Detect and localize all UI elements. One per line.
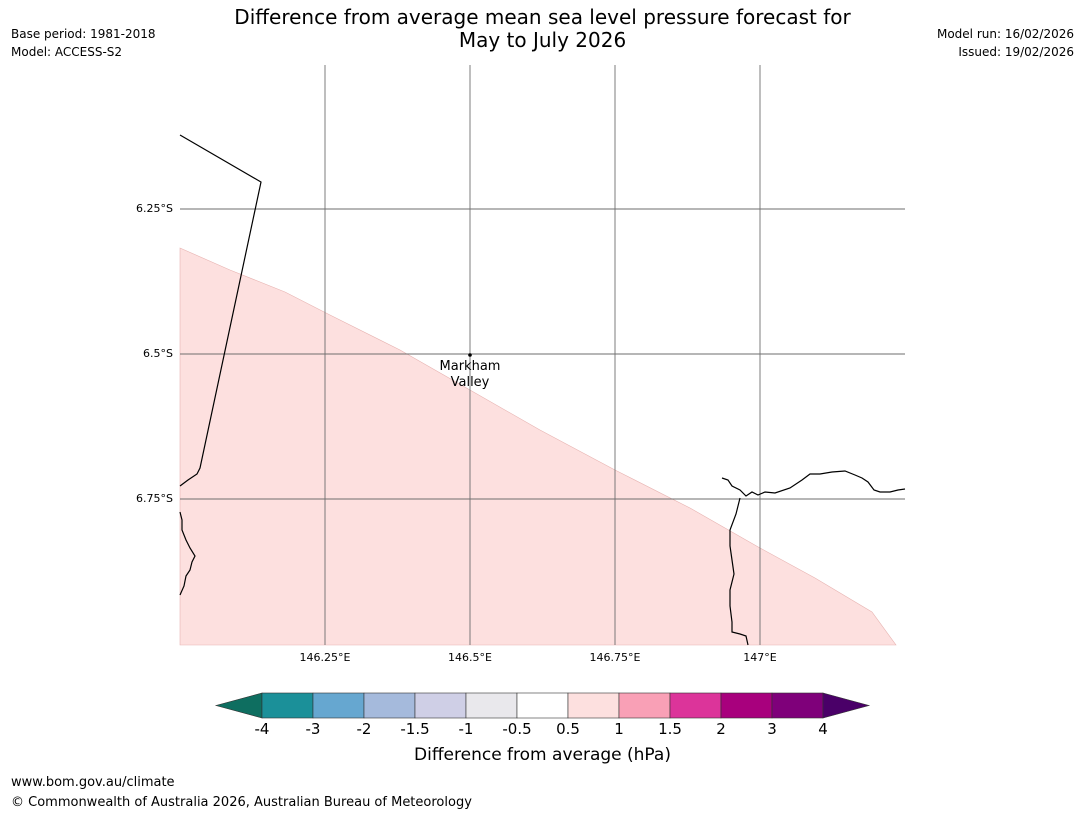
colorbar-arrow-right bbox=[822, 692, 871, 719]
colorbar-box-9 bbox=[720, 692, 773, 719]
place-marker bbox=[468, 353, 472, 357]
boundary-lines bbox=[179, 134, 906, 646]
colorbar-box-6 bbox=[567, 692, 620, 719]
colorbar-box-8 bbox=[669, 692, 722, 719]
colorbar-tick-label: 1.5 bbox=[658, 720, 682, 738]
place-label-line-2: Valley bbox=[450, 375, 490, 390]
colorbar-tick-label: -3 bbox=[305, 720, 321, 738]
colorbar-box-10 bbox=[771, 692, 824, 719]
anomaly-shading bbox=[179, 247, 897, 646]
lon-label-146-75: 146.75°E bbox=[589, 651, 641, 664]
colorbar-label: Difference from average (hPa) bbox=[414, 745, 671, 765]
title-line-1: Difference from average mean sea level p… bbox=[234, 5, 851, 29]
colorbar-box-3 bbox=[414, 692, 467, 719]
colorbar-tick-label: -1 bbox=[458, 720, 474, 738]
colorbar-tick-label: 0.5 bbox=[556, 720, 580, 738]
lon-label-146-25: 146.25°E bbox=[299, 651, 351, 664]
colorbar-box-2 bbox=[363, 692, 416, 719]
place-label: Markham Valley bbox=[420, 359, 520, 391]
header-right: Model run: 16/02/2026 Issued: 19/02/2026 bbox=[937, 25, 1074, 61]
lon-label-146-5: 146.5°E bbox=[448, 651, 492, 664]
colorbar-tick-label: -4 bbox=[254, 720, 270, 738]
colorbar-box-7 bbox=[618, 692, 671, 719]
colorbar-box-5 bbox=[516, 692, 569, 719]
title-line-2: May to July 2026 bbox=[458, 28, 627, 52]
chart-title: Difference from average mean sea level p… bbox=[0, 6, 1085, 52]
colorbar-tick-label: 3 bbox=[767, 720, 777, 738]
boundary-line-west bbox=[179, 134, 262, 487]
colorbar-tick-label: -2 bbox=[356, 720, 372, 738]
colorbar-tick-label: 1 bbox=[614, 720, 624, 738]
colorbar bbox=[214, 692, 871, 719]
colorbar-box-0 bbox=[261, 692, 314, 719]
model-run: Model run: 16/02/2026 bbox=[936, 27, 1074, 41]
lat-label-6-25: 6.25°S bbox=[136, 202, 173, 215]
colorbar-tick-label: -0.5 bbox=[502, 720, 532, 738]
lat-label-6-5: 6.5°S bbox=[143, 347, 173, 360]
lat-label-6-75: 6.75°S bbox=[136, 492, 173, 505]
base-period: Base period: 1981-2018 bbox=[11, 27, 156, 41]
place-label-line-1: Markham bbox=[439, 359, 501, 374]
model-name: Model: ACCESS-S2 bbox=[11, 45, 123, 59]
issued-date: Issued: 19/02/2026 bbox=[958, 45, 1074, 59]
coastline-east bbox=[721, 470, 906, 497]
colorbar-tick-label: 2 bbox=[716, 720, 726, 738]
colorbar-tick-label: 4 bbox=[818, 720, 828, 738]
footer-url: www.bom.gov.au/climate bbox=[11, 775, 175, 790]
colorbar-arrow-left bbox=[214, 692, 263, 719]
colorbar-tick-label: -1.5 bbox=[400, 720, 430, 738]
lon-label-147: 147°E bbox=[743, 651, 777, 664]
graticule bbox=[180, 65, 905, 645]
colorbar-box-4 bbox=[465, 692, 518, 719]
river-east bbox=[729, 497, 749, 646]
header-left: Base period: 1981-2018 Model: ACCESS-S2 bbox=[11, 25, 156, 61]
colorbar-box-1 bbox=[312, 692, 365, 719]
coastline-west-lower bbox=[179, 511, 196, 596]
footer-copyright: © Commonwealth of Australia 2026, Austra… bbox=[11, 795, 472, 810]
